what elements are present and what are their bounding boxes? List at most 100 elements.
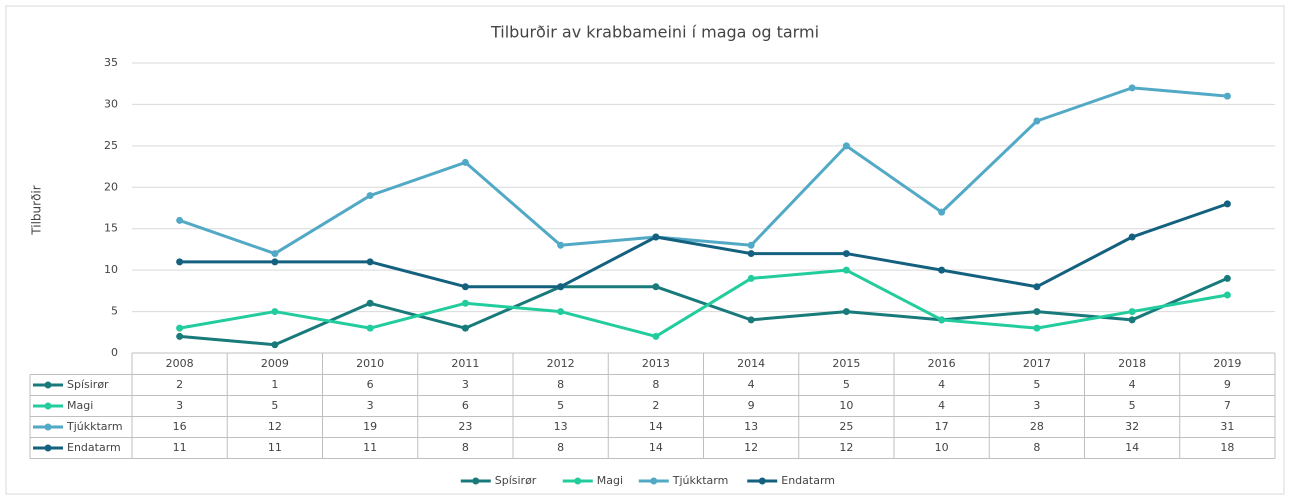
- point: [1128, 308, 1136, 316]
- table-cell: 3: [176, 399, 183, 412]
- point: [176, 324, 184, 332]
- table-cell: 5: [1129, 399, 1136, 412]
- legend-marker: [650, 477, 658, 485]
- legend-marker: [574, 477, 582, 485]
- point: [652, 332, 660, 340]
- table-cell: 23: [458, 420, 472, 433]
- chart-border: [5, 5, 1285, 495]
- point: [461, 324, 469, 332]
- table-cell: 8: [652, 378, 659, 391]
- point: [366, 324, 374, 332]
- table-cell: 3: [462, 378, 469, 391]
- point: [1033, 324, 1041, 332]
- x-tick-label: 2013: [642, 357, 670, 370]
- y-axis-label: Tilburðir: [30, 185, 44, 235]
- table-cell: 9: [1224, 378, 1231, 391]
- x-tick-label: 2018: [1118, 357, 1146, 370]
- point: [747, 241, 755, 249]
- y-tick-label: 0: [111, 346, 118, 359]
- x-tick-label: 2014: [737, 357, 765, 370]
- point: [938, 266, 946, 274]
- point: [271, 308, 279, 316]
- legend-marker: [758, 477, 766, 485]
- table-cell: 19: [363, 420, 377, 433]
- table-cell: 8: [462, 441, 469, 454]
- table-cell: 4: [938, 399, 945, 412]
- table-cell: 31: [1220, 420, 1234, 433]
- x-tick-label: 2015: [832, 357, 860, 370]
- x-tick-label: 2016: [928, 357, 956, 370]
- table-cell: 2: [176, 378, 183, 391]
- table-cell: 16: [173, 420, 187, 433]
- point: [176, 258, 184, 266]
- table-cell: 7: [1224, 399, 1231, 412]
- point: [1128, 233, 1136, 241]
- legend-label: Magi: [597, 474, 623, 487]
- table-cell: 8: [557, 441, 564, 454]
- point: [461, 299, 469, 307]
- table-cell: 5: [557, 399, 564, 412]
- x-tick-label: 2009: [261, 357, 289, 370]
- table-cell: 10: [935, 441, 949, 454]
- point: [747, 316, 755, 324]
- point: [1223, 274, 1231, 282]
- y-tick-label: 25: [104, 139, 118, 152]
- table-cell: 10: [839, 399, 853, 412]
- table-cell: 14: [649, 441, 663, 454]
- point: [1033, 308, 1041, 316]
- table-legend-marker: [44, 444, 52, 452]
- table-cell: 6: [462, 399, 469, 412]
- table-row-label: Tjúkktarm: [66, 420, 123, 433]
- y-tick-label: 10: [104, 263, 118, 276]
- table-cell: 14: [1125, 441, 1139, 454]
- y-tick-label: 15: [104, 222, 118, 235]
- table-cell: 32: [1125, 420, 1139, 433]
- table-cell: 17: [935, 420, 949, 433]
- table-cell: 8: [1033, 441, 1040, 454]
- series-line: [179, 277, 1228, 347]
- table-cell: 5: [843, 378, 850, 391]
- point: [557, 241, 565, 249]
- table-cell: 25: [839, 420, 853, 433]
- x-tick-label: 2010: [356, 357, 384, 370]
- table-cell: 4: [1129, 378, 1136, 391]
- table-cell: 9: [748, 399, 755, 412]
- table-row-label: Endatarm: [67, 441, 121, 454]
- y-tick-label: 30: [104, 97, 118, 110]
- table-cell: 13: [554, 420, 568, 433]
- table-cell: 4: [938, 378, 945, 391]
- point: [938, 208, 946, 216]
- table-legend-marker: [44, 402, 52, 410]
- point: [461, 158, 469, 166]
- point: [271, 250, 279, 258]
- table-cell: 13: [744, 420, 758, 433]
- point: [938, 316, 946, 324]
- series-line: [179, 86, 1228, 256]
- point: [271, 258, 279, 266]
- point: [747, 250, 755, 258]
- table-cell: 4: [748, 378, 755, 391]
- x-tick-label: 2017: [1023, 357, 1051, 370]
- point: [652, 233, 660, 241]
- table-cell: 11: [268, 441, 282, 454]
- legend-label: Tjúkktarm: [672, 474, 729, 487]
- point: [1223, 291, 1231, 299]
- table-row-label: Magi: [67, 399, 93, 412]
- point: [842, 250, 850, 258]
- table-legend-marker: [44, 381, 52, 389]
- x-tick-label: 2012: [547, 357, 575, 370]
- point: [1128, 316, 1136, 324]
- series-line: [179, 202, 1228, 289]
- point: [842, 142, 850, 150]
- point: [1128, 84, 1136, 92]
- y-tick-label: 35: [104, 56, 118, 69]
- point: [842, 308, 850, 316]
- point: [1223, 92, 1231, 100]
- series-line: [179, 268, 1228, 338]
- point: [747, 274, 755, 282]
- table-cell: 6: [367, 378, 374, 391]
- legend-label: Spísirør: [495, 474, 537, 487]
- point: [366, 192, 374, 200]
- point: [366, 299, 374, 307]
